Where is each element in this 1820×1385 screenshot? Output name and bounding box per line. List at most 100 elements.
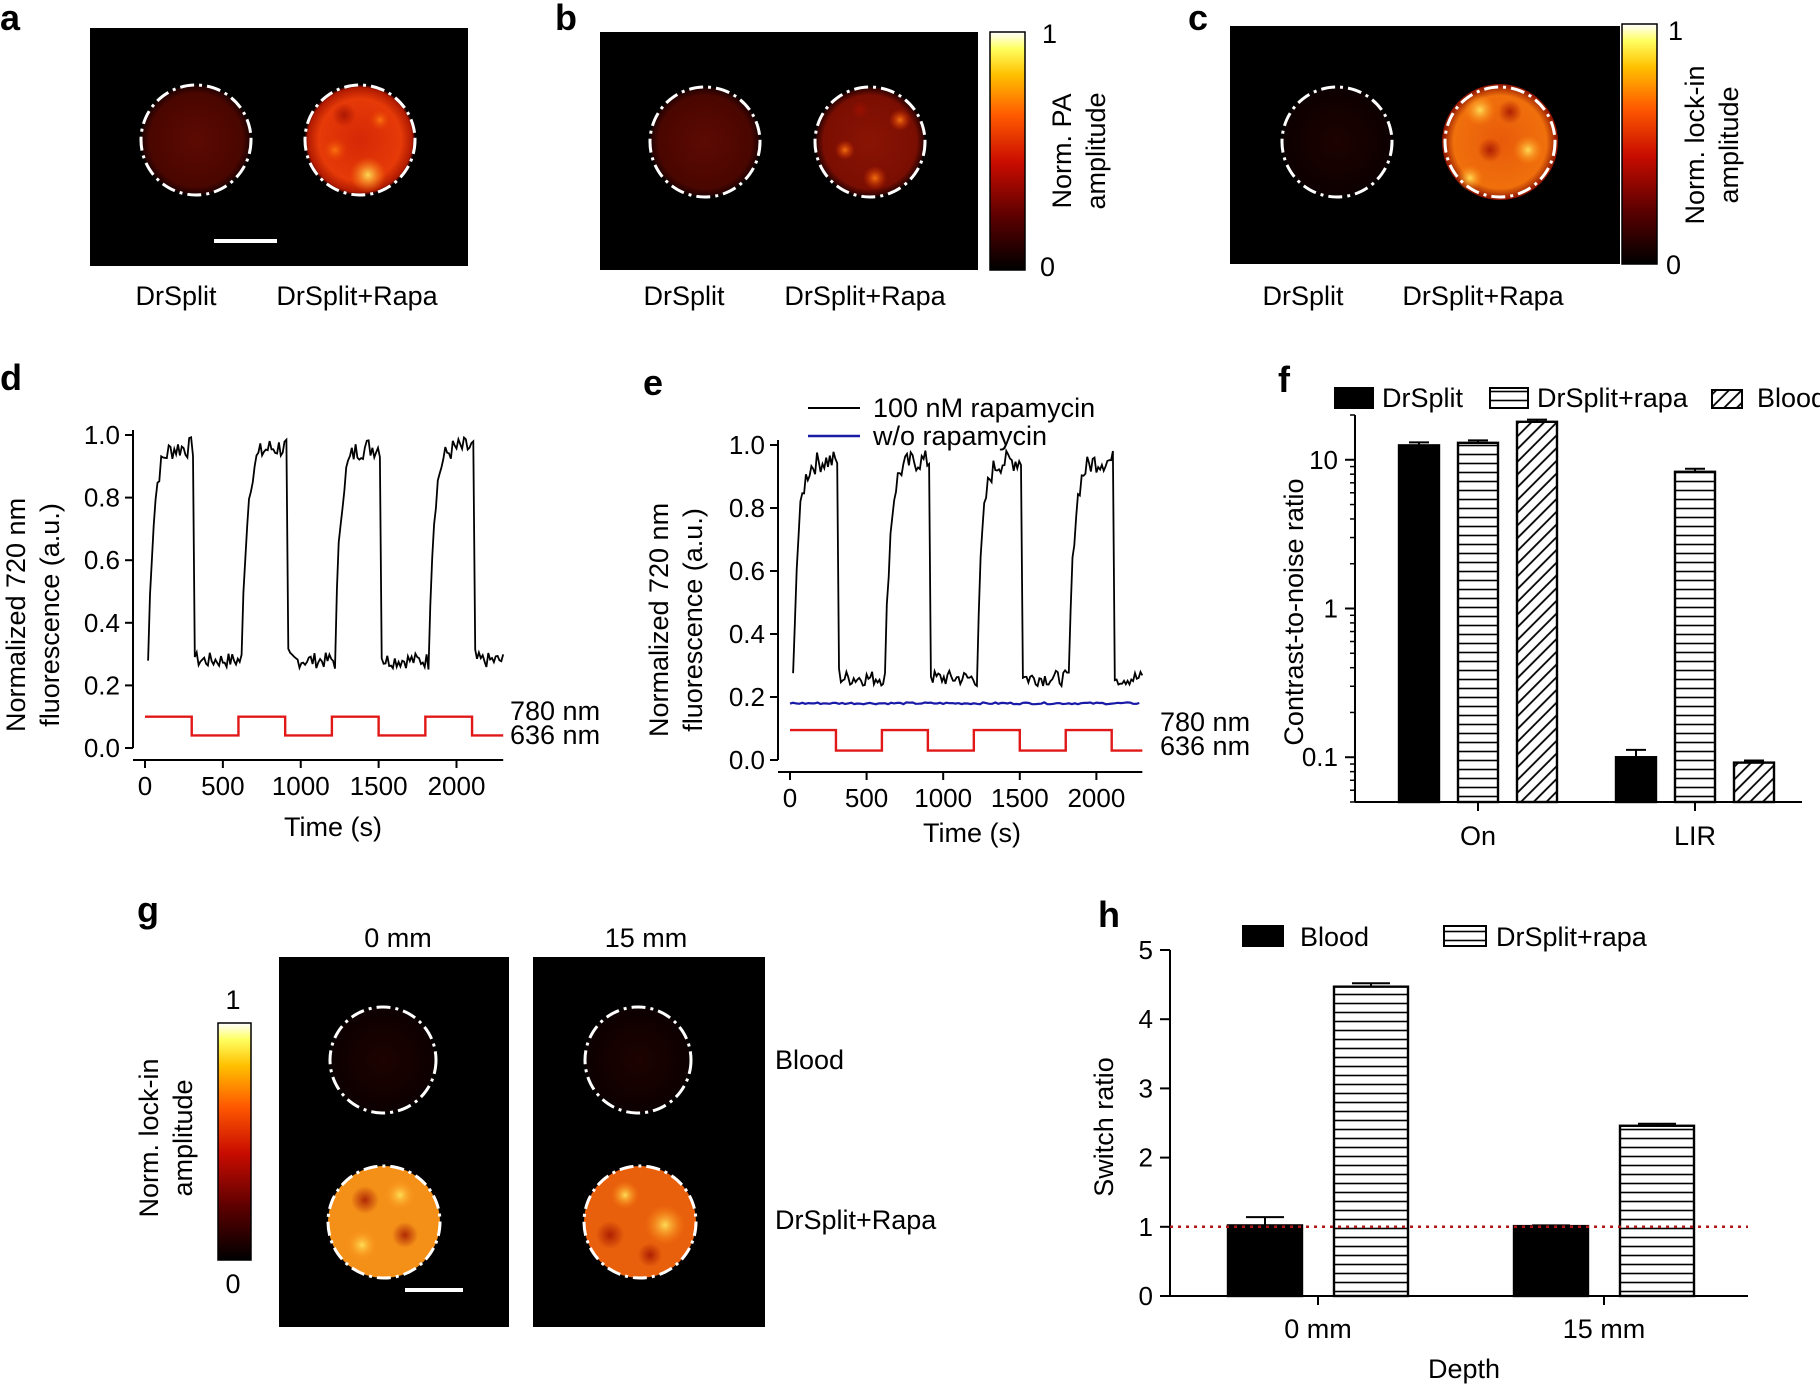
bar — [1673, 470, 1717, 804]
bar — [1397, 444, 1441, 804]
label-drsplit-a: DrSplit — [135, 281, 217, 311]
hotspot — [1464, 94, 1496, 126]
fluorescence-trace — [147, 435, 505, 671]
hotspot — [835, 140, 855, 160]
x-category-label: On — [1460, 821, 1496, 851]
legend-label-drsplit-rapa-h: DrSplit+rapa — [1496, 922, 1648, 952]
panel-a: a DrSplit DrSplit+Rapa — [0, 0, 468, 311]
legend-swatch-blood-h — [1242, 925, 1284, 947]
y-tick-label: 4 — [1139, 1004, 1153, 1034]
label-drsplit-c: DrSplit — [1262, 281, 1344, 311]
bar — [1614, 756, 1658, 804]
hotspot — [611, 1181, 639, 1209]
row-label-drsplit-rapa: DrSplit+Rapa — [775, 1205, 937, 1235]
panel-letter-a: a — [0, 0, 21, 38]
panel-letter-f: f — [1278, 359, 1291, 400]
colorbar-b-title-line1: Norm. PA — [1047, 93, 1077, 208]
label-drsplit-rapa-c: DrSplit+Rapa — [1402, 281, 1564, 311]
legend-swatch-drsplit-f — [1334, 387, 1374, 409]
annotation-780nm-d: 780 nm — [510, 696, 600, 726]
chart-e-plot: 0.0 0.2 0.4 0.6 0.8 1.0 0 500 1000 1500 2000 — [729, 430, 1144, 813]
colorbar-b-title-line2: amplitude — [1081, 92, 1111, 209]
roi-circle — [648, 85, 762, 199]
column-label-15mm: 15 mm — [605, 923, 688, 953]
panel-letter-b: b — [555, 0, 577, 38]
y-tick-label: 10 — [1309, 445, 1338, 475]
bar — [1515, 420, 1559, 804]
colorbar-g — [217, 1022, 252, 1261]
colorbar-g-title-line2: amplitude — [168, 1079, 198, 1196]
colorbar-c-title-line2: amplitude — [1714, 86, 1744, 203]
colorbar-c — [1621, 23, 1658, 265]
annotation-780nm-e: 780 nm — [1160, 707, 1250, 737]
roi-circle — [583, 1005, 693, 1115]
legend-label-drsplit-f: DrSplit — [1382, 383, 1464, 413]
bar — [1332, 985, 1410, 1298]
y-tick-label: 1 — [1324, 594, 1338, 624]
hotspot — [332, 103, 356, 127]
colorbar-g-title-line1: Norm. lock-in — [134, 1058, 164, 1217]
chart-h-ylabel-group: Switch ratio — [1089, 1057, 1119, 1197]
annotation-636nm-e: 636 nm — [1160, 731, 1250, 761]
bar — [1456, 441, 1500, 804]
y-tick-label: 0.6 — [84, 545, 120, 575]
y-tick-label: 2 — [1139, 1143, 1153, 1173]
legend-label-blood-f: Blood — [1757, 383, 1820, 413]
hotspot — [392, 1222, 418, 1248]
colorbar-c-title: Norm. lock-in amplitude — [1680, 65, 1744, 224]
colorbar-b-max: 1 — [1042, 19, 1057, 49]
well-drsplit-b — [650, 87, 760, 197]
y-tick-label: 0.2 — [729, 682, 765, 712]
chart-d-ylabel-line1: Normalized 720 nm — [1, 498, 31, 732]
x-category-label: 15 mm — [1563, 1314, 1646, 1344]
y-tick-label: 0.1 — [1302, 742, 1338, 772]
panel-letter-c: c — [1188, 0, 1208, 38]
hotspot — [351, 1186, 379, 1214]
hotspot — [1457, 165, 1483, 191]
legend-label-no-rapamycin: w/o rapamycin — [872, 421, 1047, 451]
chart-f-ylabel-group: Contrast-to-noise ratio — [1279, 478, 1309, 745]
annotation-636nm-d: 636 nm — [510, 720, 600, 750]
x-tick-label: 2000 — [428, 771, 486, 801]
x-tick-label: 500 — [201, 771, 244, 801]
colorbar-b — [989, 31, 1026, 271]
label-drsplit-rapa-a: DrSplit+Rapa — [276, 281, 438, 311]
y-tick-label: 0.8 — [729, 493, 765, 523]
chart-h: h Blood DrSplit+rapa 0 1 2 3 4 5 0 mm 15 mm Dep… — [1089, 894, 1748, 1384]
row-label-blood: Blood — [775, 1045, 844, 1075]
well-blood-15mm — [585, 1007, 691, 1113]
colorbar-b-title: Norm. PA amplitude — [1047, 92, 1111, 209]
well-drsplit-c — [1282, 87, 1392, 197]
x-tick-label: 2000 — [1067, 783, 1125, 813]
bar — [1512, 1224, 1590, 1298]
chart-e-ylabel: Normalized 720 nm fluorescence (a.u.) — [644, 503, 708, 737]
no-rapamycin-trace — [789, 701, 1140, 706]
panel-c: c 1 0 Norm. lock-in amplitude DrSplit Dr… — [1188, 0, 1744, 311]
x-tick-label: 1000 — [272, 771, 330, 801]
chart-d: d 0.0 0.2 0.4 0.6 0.8 1.0 0 500 1000 1500 2000 780… — [0, 357, 600, 842]
legend-swatch-drsplit-rapa-h — [1443, 925, 1487, 947]
hotspot — [645, 1205, 685, 1245]
hotspot — [1498, 100, 1522, 124]
hotspot — [350, 157, 386, 193]
panel-letter-d: d — [0, 357, 22, 398]
hotspot — [384, 1179, 416, 1211]
hotspot — [863, 166, 887, 190]
chart-e: e 0.0 0.2 0.4 0.6 0.8 1.0 0 500 1000 1500 2000 100… — [643, 362, 1250, 848]
roi-circle — [328, 1005, 438, 1115]
column-label-0mm: 0 mm — [364, 923, 432, 953]
chart-h-plot: 0 1 2 3 4 5 0 mm 15 mm — [1139, 935, 1748, 1344]
hotspot — [368, 108, 392, 132]
y-tick-label: 0.4 — [84, 608, 120, 638]
chart-e-ylabel-line2: fluorescence (a.u.) — [678, 508, 708, 732]
y-tick-label: 3 — [1139, 1073, 1153, 1103]
chart-e-xlabel: Time (s) — [923, 818, 1021, 848]
well-blood-0mm — [330, 1007, 436, 1113]
roi-circle — [326, 1164, 442, 1280]
roi-circle — [813, 85, 927, 199]
x-tick-label: 1000 — [914, 783, 972, 813]
chart-d-ylabel-line2: fluorescence (a.u.) — [35, 503, 65, 727]
label-drsplit-b: DrSplit — [643, 281, 725, 311]
hotspot — [321, 136, 349, 164]
